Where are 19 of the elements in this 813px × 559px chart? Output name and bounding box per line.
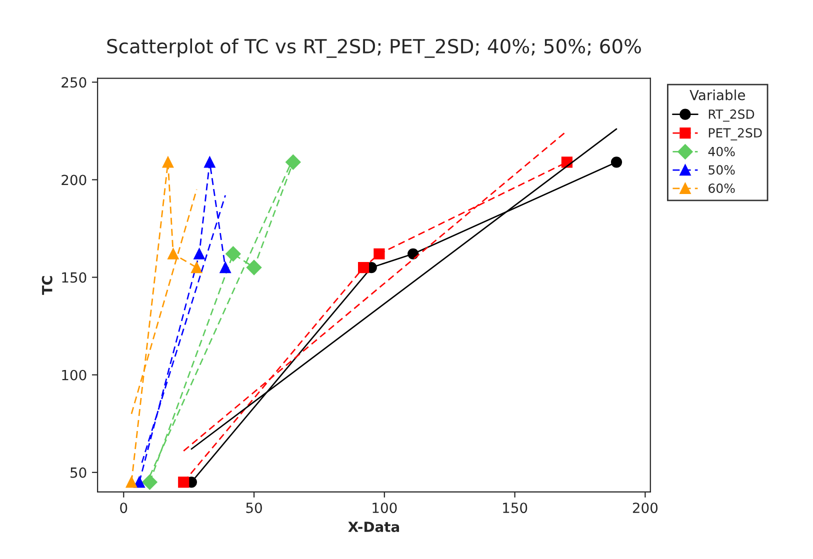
y-tick-label: 50 [70,467,86,478]
chart-title: Scatterplot of TC vs RT_2SD; PET_2SD; 40%; 50%; 60% [107,38,641,58]
legend-label: 40% [708,146,735,156]
legend-label: PET_2SD [708,128,762,140]
legend-label: 60% [708,184,735,193]
x-tick-label: 0 [120,502,128,514]
legend-title: Variable [690,90,745,100]
y-tick-label: 150 [62,272,86,283]
y-axis-title: TC [42,276,52,295]
legend-label: 50% [708,165,735,175]
x-tick-label: 100 [372,502,397,514]
legend-label: RT_2SD [708,109,754,122]
y-tick-label: 250 [62,77,86,88]
x-tick-label: 50 [246,502,262,514]
x-axis-title: X-Data [348,522,400,532]
y-tick-label: 100 [62,370,86,380]
x-tick-label: 200 [632,502,658,514]
y-tick-label: 200 [62,174,86,186]
x-tick-label: 150 [503,502,528,514]
